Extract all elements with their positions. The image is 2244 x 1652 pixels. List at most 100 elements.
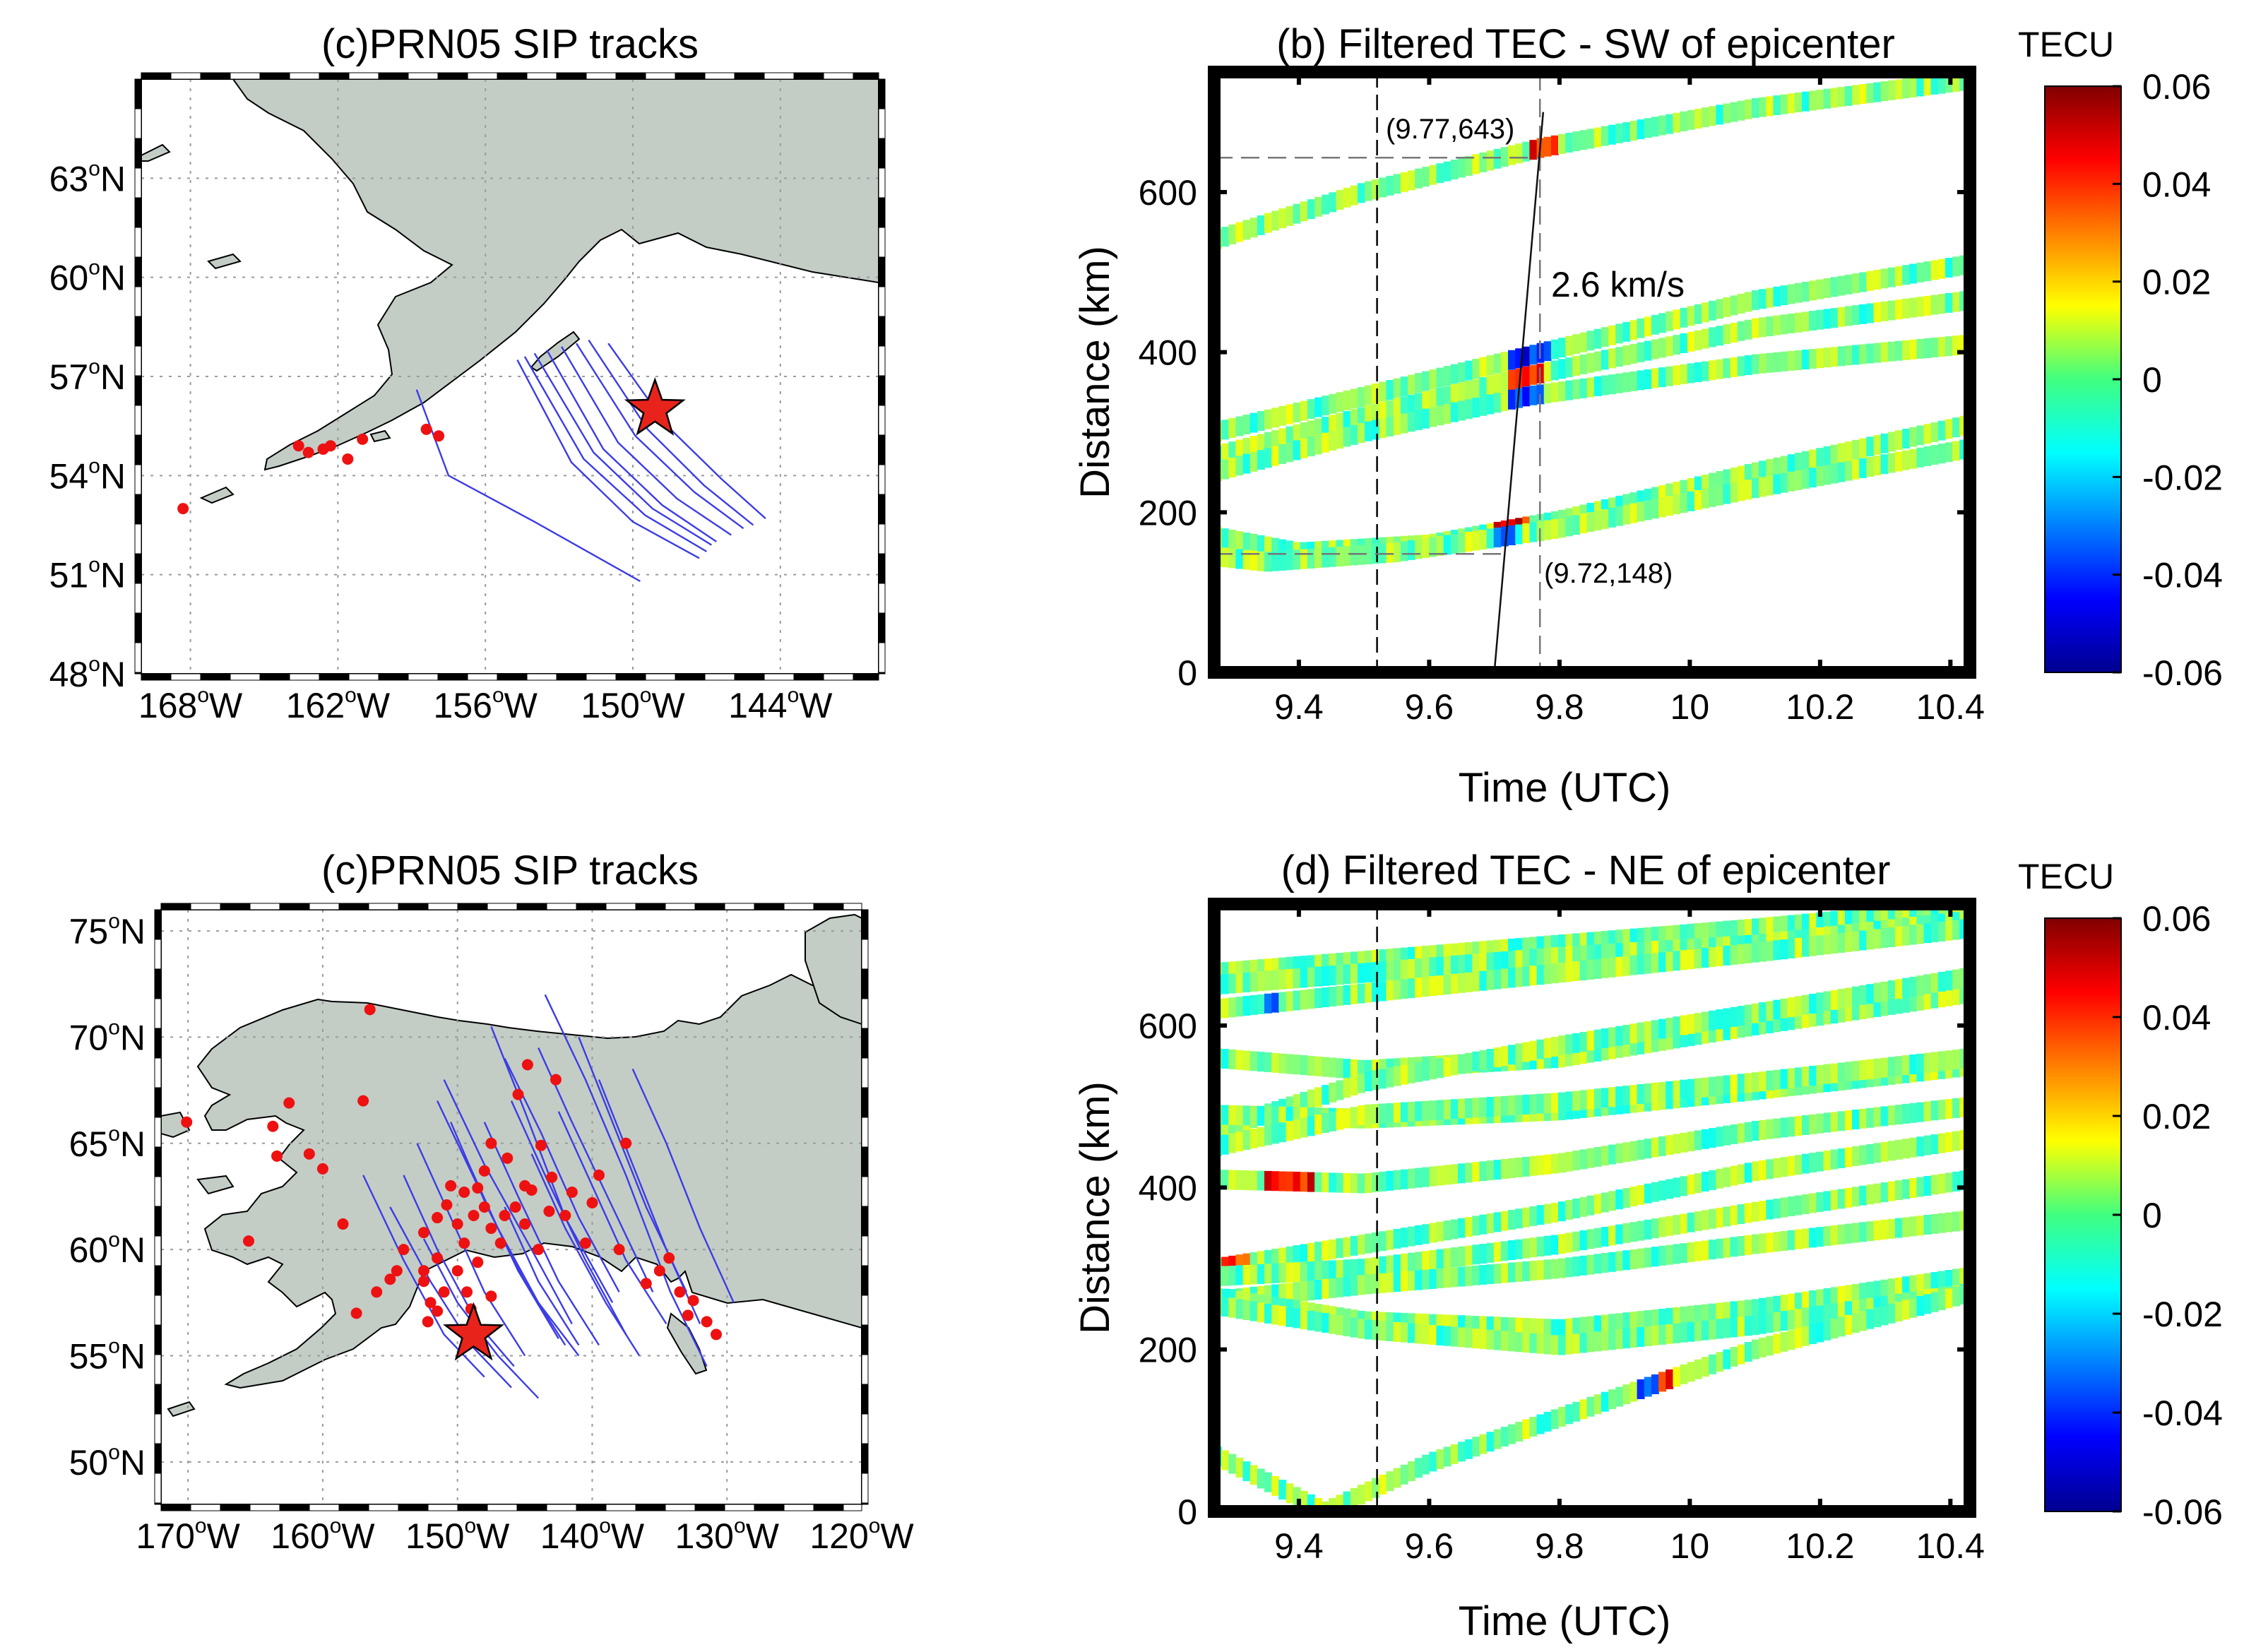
tec-cell: [1365, 1319, 1372, 1340]
tec-cell: [1601, 1253, 1609, 1273]
tec-cell: [1379, 1069, 1387, 1089]
y-tick-label: 600: [1139, 173, 1197, 213]
tec-cell: [1945, 1270, 1953, 1290]
x-tick-label: 160oW: [271, 1514, 375, 1556]
colorbar-tick-label: 0.04: [2142, 998, 2211, 1038]
tec-cell: [1830, 347, 1839, 367]
frame-segment: [526, 673, 557, 681]
tec-cell: [1479, 1329, 1488, 1349]
tec-cell: [1608, 1087, 1616, 1107]
tec-cell: [1221, 547, 1229, 568]
tec-cell: [1379, 1256, 1387, 1276]
tec-cell: [1844, 1285, 1853, 1305]
tec-cell: [1429, 407, 1437, 427]
tec-cell: [1379, 401, 1387, 422]
tec-cell: [1780, 1311, 1788, 1331]
sip-track: [546, 350, 717, 542]
tec-cell: [1529, 522, 1538, 542]
gnss-station-dot: [485, 1223, 497, 1235]
tec-cell: [1809, 1307, 1817, 1326]
tec-cell: [1766, 1070, 1774, 1091]
tec-cell: [1651, 1137, 1659, 1158]
tec-cell: [1257, 434, 1265, 454]
tec-cell: [1422, 958, 1430, 978]
colorbar-tick-label: 0.06: [2142, 67, 2211, 107]
tec-cell: [1429, 1325, 1437, 1345]
tec-cell: [1443, 1057, 1452, 1077]
gnss-station-dot: [271, 1150, 283, 1162]
gnss-station-dot: [342, 453, 354, 465]
tec-cell: [1637, 1220, 1645, 1241]
tec-cell: [1529, 364, 1538, 385]
tec-cell: [1744, 355, 1752, 375]
tec-cell: [1408, 958, 1415, 979]
y-tick-label: 75oN: [69, 910, 146, 951]
tec-cell: [1493, 353, 1502, 374]
gnss-station-dot: [458, 1237, 470, 1249]
tec-cell: [1450, 943, 1459, 963]
tec-cell: [1249, 550, 1258, 571]
tec-cell: [1465, 360, 1473, 381]
frame-segment: [160, 903, 191, 910]
tec-cell: [1307, 1089, 1315, 1110]
tec-cell: [1343, 1237, 1351, 1257]
tec-cell: [1887, 1141, 1896, 1161]
frame-segment: [170, 673, 201, 681]
tec-cell: [1221, 1266, 1229, 1286]
tec-cell: [1249, 1301, 1258, 1321]
tec-cell: [1651, 1309, 1659, 1329]
tec-cell: [1336, 547, 1344, 566]
tec-cell: [1572, 1317, 1581, 1338]
tec-cell: [1615, 1143, 1624, 1163]
tec-cell: [1902, 298, 1910, 319]
tec-cell: [1393, 1103, 1401, 1123]
tec-cell: [1350, 545, 1358, 566]
colorbar-tick-label: -0.06: [2142, 653, 2223, 693]
tec-cell: [1579, 332, 1588, 352]
tec-cell: [1637, 954, 1645, 975]
frame-segment: [309, 1504, 340, 1511]
tec-cell: [1937, 1051, 1946, 1071]
map-bottom-x-ticks: 170oW 160oW 150oW 140oW 130oW 120oW: [136, 1514, 914, 1556]
tec-cell: [1322, 1057, 1330, 1077]
tec-cell: [1343, 985, 1351, 1005]
tec-cell: [1386, 1272, 1394, 1293]
tec-cell: [1543, 1235, 1552, 1256]
tec-cell: [1500, 1241, 1509, 1261]
tec-cell: [1458, 973, 1466, 993]
tec-cell: [1873, 1183, 1882, 1204]
frame-segment: [154, 1295, 162, 1326]
frame-segment: [878, 434, 886, 465]
tec-cell: [1336, 1172, 1344, 1193]
tec-cell: [1830, 1319, 1839, 1339]
tec-cell: [1916, 1216, 1925, 1236]
tec-cell: [1601, 1040, 1609, 1061]
tec-cell: [1300, 201, 1308, 222]
tec-cell: [1329, 415, 1337, 435]
tec-cell: [1615, 1026, 1624, 1046]
tec-cell: [1235, 1105, 1244, 1126]
x-tick-label: 9.4: [1274, 687, 1324, 727]
tec-cell: [1902, 265, 1910, 285]
tec-cell: [1887, 432, 1896, 452]
tec-cell: [1945, 292, 1953, 313]
tec-cell: [1586, 1089, 1595, 1110]
tec-cell: [1422, 946, 1430, 965]
tec-cell: [1773, 916, 1781, 937]
tec-cell: [1393, 1468, 1401, 1488]
tec-cell: [1536, 1039, 1545, 1059]
tec-cell: [1837, 1148, 1846, 1168]
tec-cell: [1752, 1161, 1759, 1182]
tec-cell: [1629, 1141, 1638, 1161]
tec-cell: [1615, 956, 1624, 977]
map-bottom-grid: [161, 910, 862, 1504]
tec-cell: [1759, 289, 1767, 309]
tec-cell: [1902, 78, 1910, 99]
tec-cell: [1429, 1451, 1437, 1472]
tec-cell: [1644, 1326, 1652, 1346]
tec-cell: [1702, 361, 1709, 381]
frame-segment: [200, 673, 231, 681]
frame-segment: [793, 673, 824, 681]
tec-cell: [1357, 183, 1365, 203]
tec-cell: [1329, 1260, 1337, 1280]
